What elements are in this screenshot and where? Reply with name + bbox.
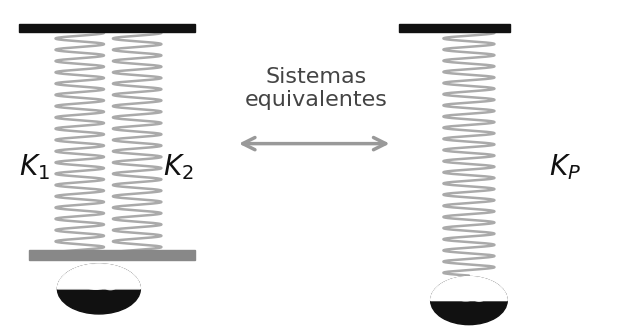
Ellipse shape	[474, 297, 484, 301]
Ellipse shape	[85, 281, 106, 289]
Ellipse shape	[105, 285, 115, 290]
Ellipse shape	[57, 264, 140, 314]
Text: $K_2$: $K_2$	[163, 152, 193, 182]
Text: $K_P$: $K_P$	[549, 152, 581, 182]
Bar	[19, 24, 195, 32]
Bar	[399, 24, 510, 32]
Polygon shape	[431, 277, 507, 301]
Ellipse shape	[456, 292, 475, 301]
Text: $K_1$: $K_1$	[19, 152, 50, 182]
Ellipse shape	[431, 277, 507, 325]
Bar	[29, 250, 195, 260]
Text: Sistemas
equivalentes: Sistemas equivalentes	[244, 67, 387, 110]
Polygon shape	[57, 264, 140, 289]
